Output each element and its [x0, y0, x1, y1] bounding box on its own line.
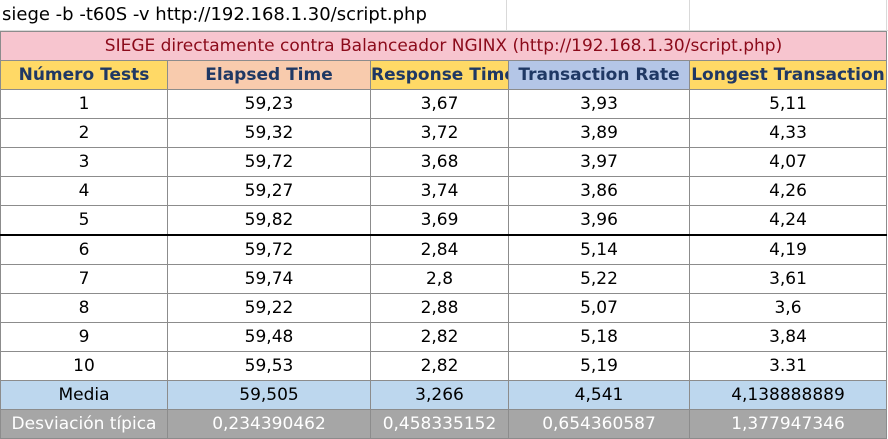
- table-cell[interactable]: 59,23: [167, 89, 371, 119]
- table-cell[interactable]: 3,96: [508, 205, 690, 236]
- table-cell[interactable]: 59,27: [167, 176, 371, 206]
- table-row: 8 59,22 2,88 5,07 3,6: [0, 293, 887, 323]
- table-cell[interactable]: 5,07: [508, 293, 690, 323]
- std-row: Desviación típica 0,234390462 0,45833515…: [0, 409, 887, 439]
- table-cell[interactable]: 59,72: [167, 147, 371, 177]
- table-cell[interactable]: 2,88: [370, 293, 509, 323]
- table-cell[interactable]: 59,22: [167, 293, 371, 323]
- table-cell[interactable]: 4,19: [689, 234, 887, 265]
- table-row: 7 59,74 2,8 5,22 3,61: [0, 264, 887, 294]
- std-label[interactable]: Desviación típica: [0, 409, 168, 439]
- table-cell[interactable]: 8: [0, 293, 168, 323]
- table-cell[interactable]: 3,69: [370, 205, 509, 236]
- table-row: 4 59,27 3,74 3,86 4,26: [0, 176, 887, 206]
- table-cell[interactable]: 2,82: [370, 351, 509, 381]
- table-cell[interactable]: 59,72: [167, 234, 371, 265]
- table-cell[interactable]: 2: [0, 118, 168, 148]
- table-row: 3 59,72 3,68 3,97 4,07: [0, 147, 887, 177]
- table-row: 10 59,53 2,82 5,19 3.31: [0, 351, 887, 381]
- table-cell[interactable]: 3,72: [370, 118, 509, 148]
- header-row: Número Tests Elapsed Time Response Time …: [0, 60, 887, 90]
- table-row: 9 59,48 2,82 5,18 3,84: [0, 322, 887, 352]
- table-cell[interactable]: 2,82: [370, 322, 509, 352]
- title-row: SIEGE directamente contra Balanceador NG…: [0, 31, 887, 61]
- table-cell[interactable]: 2,8: [370, 264, 509, 294]
- table-cell[interactable]: 59,48: [167, 322, 371, 352]
- column-header-rate[interactable]: Transaction Rate: [508, 60, 690, 90]
- table-cell[interactable]: 59,32: [167, 118, 371, 148]
- mean-row: Media 59,505 3,266 4,541 4,138888889: [0, 380, 887, 410]
- table-row: 1 59,23 3,67 3,93 5,11: [0, 89, 887, 119]
- table-cell[interactable]: 3,68: [370, 147, 509, 177]
- column-header-elapsed[interactable]: Elapsed Time: [167, 60, 371, 90]
- table-row: 2 59,32 3,72 3,89 4,33: [0, 118, 887, 148]
- table-cell[interactable]: 59,82: [167, 205, 371, 236]
- table-cell[interactable]: 3,74: [370, 176, 509, 206]
- column-header-tests[interactable]: Número Tests: [0, 60, 168, 90]
- gridline: [886, 0, 887, 31]
- table-cell[interactable]: 1: [0, 89, 168, 119]
- mean-cell[interactable]: 4,541: [508, 380, 690, 410]
- table-title[interactable]: SIEGE directamente contra Balanceador NG…: [0, 31, 887, 61]
- std-cell[interactable]: 0,654360587: [508, 409, 690, 439]
- table-cell[interactable]: 3,86: [508, 176, 690, 206]
- table-cell[interactable]: 59,53: [167, 351, 371, 381]
- mean-cell[interactable]: 59,505: [167, 380, 371, 410]
- table-cell[interactable]: 4,26: [689, 176, 887, 206]
- table-row: 6 59,72 2,84 5,14 4,19: [0, 234, 887, 265]
- mean-label[interactable]: Media: [0, 380, 168, 410]
- results-table: SIEGE directamente contra Balanceador NG…: [0, 31, 887, 439]
- command-row[interactable]: siege -b -t60S -v http://192.168.1.30/sc…: [0, 0, 888, 31]
- table-cell[interactable]: 5,19: [508, 351, 690, 381]
- mean-cell[interactable]: 3,266: [370, 380, 509, 410]
- table-cell[interactable]: 3: [0, 147, 168, 177]
- table-cell[interactable]: 6: [0, 234, 168, 265]
- table-cell[interactable]: 4,07: [689, 147, 887, 177]
- table-cell[interactable]: 9: [0, 322, 168, 352]
- table-cell[interactable]: 3.31: [689, 351, 887, 381]
- table-cell[interactable]: 3,97: [508, 147, 690, 177]
- table-cell[interactable]: 3,67: [370, 89, 509, 119]
- table-cell[interactable]: 59,74: [167, 264, 371, 294]
- std-cell[interactable]: 0,458335152: [370, 409, 509, 439]
- std-cell[interactable]: 1,377947346: [689, 409, 887, 439]
- column-header-response[interactable]: Response Time: [370, 60, 509, 90]
- table-cell[interactable]: 3,93: [508, 89, 690, 119]
- table-cell[interactable]: 3,84: [689, 322, 887, 352]
- gridline: [506, 0, 507, 31]
- table-cell[interactable]: 5,18: [508, 322, 690, 352]
- table-cell[interactable]: 2,84: [370, 234, 509, 265]
- table-cell[interactable]: 10: [0, 351, 168, 381]
- table-cell[interactable]: 3,89: [508, 118, 690, 148]
- table-cell[interactable]: 5,14: [508, 234, 690, 265]
- table-cell[interactable]: 7: [0, 264, 168, 294]
- command-text: siege -b -t60S -v http://192.168.1.30/sc…: [2, 4, 427, 25]
- table-cell[interactable]: 5,11: [689, 89, 887, 119]
- column-header-longest[interactable]: Longest Transaction: [689, 60, 887, 90]
- table-cell[interactable]: 3,61: [689, 264, 887, 294]
- table-cell[interactable]: 4,24: [689, 205, 887, 236]
- table-cell[interactable]: 4: [0, 176, 168, 206]
- table-row: 5 59,82 3,69 3,96 4,24: [0, 205, 887, 236]
- table-cell[interactable]: 5,22: [508, 264, 690, 294]
- std-cell[interactable]: 0,234390462: [167, 409, 371, 439]
- mean-cell[interactable]: 4,138888889: [689, 380, 887, 410]
- table-cell[interactable]: 5: [0, 205, 168, 236]
- table-cell[interactable]: 4,33: [689, 118, 887, 148]
- table-cell[interactable]: 3,6: [689, 293, 887, 323]
- gridline: [689, 0, 690, 31]
